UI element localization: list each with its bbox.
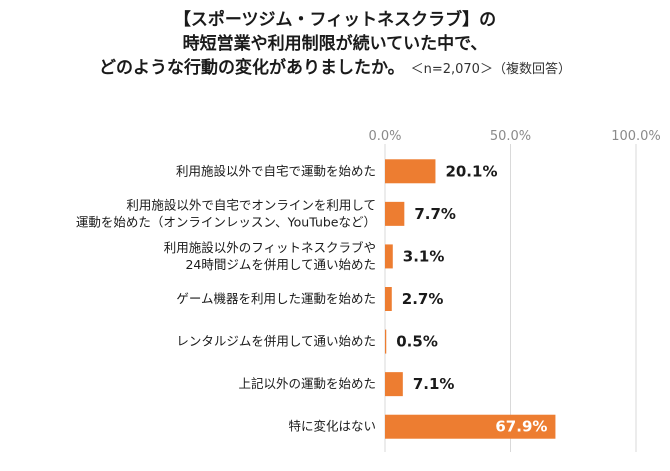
category-label: 利用施設以外のフィットネスクラブや <box>164 240 376 255</box>
sample-size-note: ＜n=2,070＞（複数回答） <box>410 62 571 77</box>
title-line-2: 時短営業や利用制限が続いていた中で、 <box>182 34 488 54</box>
data-label: 2.7% <box>402 290 444 308</box>
bar <box>385 201 405 226</box>
title-line-1: 【スポーツジム・フィットネスクラブ】の <box>173 10 497 30</box>
category-label: ゲーム機器を利用した運動を始めた <box>176 291 376 306</box>
bar <box>385 287 392 311</box>
data-label: 7.7% <box>414 205 456 223</box>
data-label: 20.1% <box>445 162 497 180</box>
category-label: 特に変化はない <box>288 419 376 434</box>
category-label: 24時間ジムを併用して通い始めた <box>185 257 376 272</box>
data-label: 0.5% <box>396 333 438 351</box>
bar <box>385 372 403 397</box>
x-tick-label: 50.0% <box>490 129 531 144</box>
title-line-3: どのような行動の変化がありましたか。 ＜n=2,070＞（複数回答） <box>0 56 670 82</box>
bar <box>385 159 436 184</box>
bar <box>385 414 556 439</box>
category-label: 運動を始めた（オンラインレッスン、YouTubeなど） <box>76 214 376 229</box>
category-label: レンタルジムを併用して通い始めた <box>176 334 376 349</box>
category-label: 上記以外の運動を始めた <box>238 376 376 391</box>
data-label: 3.1% <box>403 247 445 265</box>
bar <box>385 329 387 354</box>
bar <box>385 244 393 269</box>
chart-title: 【スポーツジム・フィットネスクラブ】の 時短営業や利用制限が続いていた中で、 ど… <box>0 8 670 82</box>
title-line-3-text: どのような行動の変化がありましたか。 <box>99 58 405 78</box>
data-label: 7.1% <box>413 375 455 393</box>
category-label: 利用施設以外で自宅で運動を始めた <box>176 163 376 178</box>
x-tick-label: 0.0% <box>368 129 401 144</box>
category-label: 利用施設以外で自宅でオンラインを利用して <box>126 197 376 212</box>
data-label: 67.9% <box>495 418 547 436</box>
x-tick-label: 100.0% <box>611 129 661 144</box>
